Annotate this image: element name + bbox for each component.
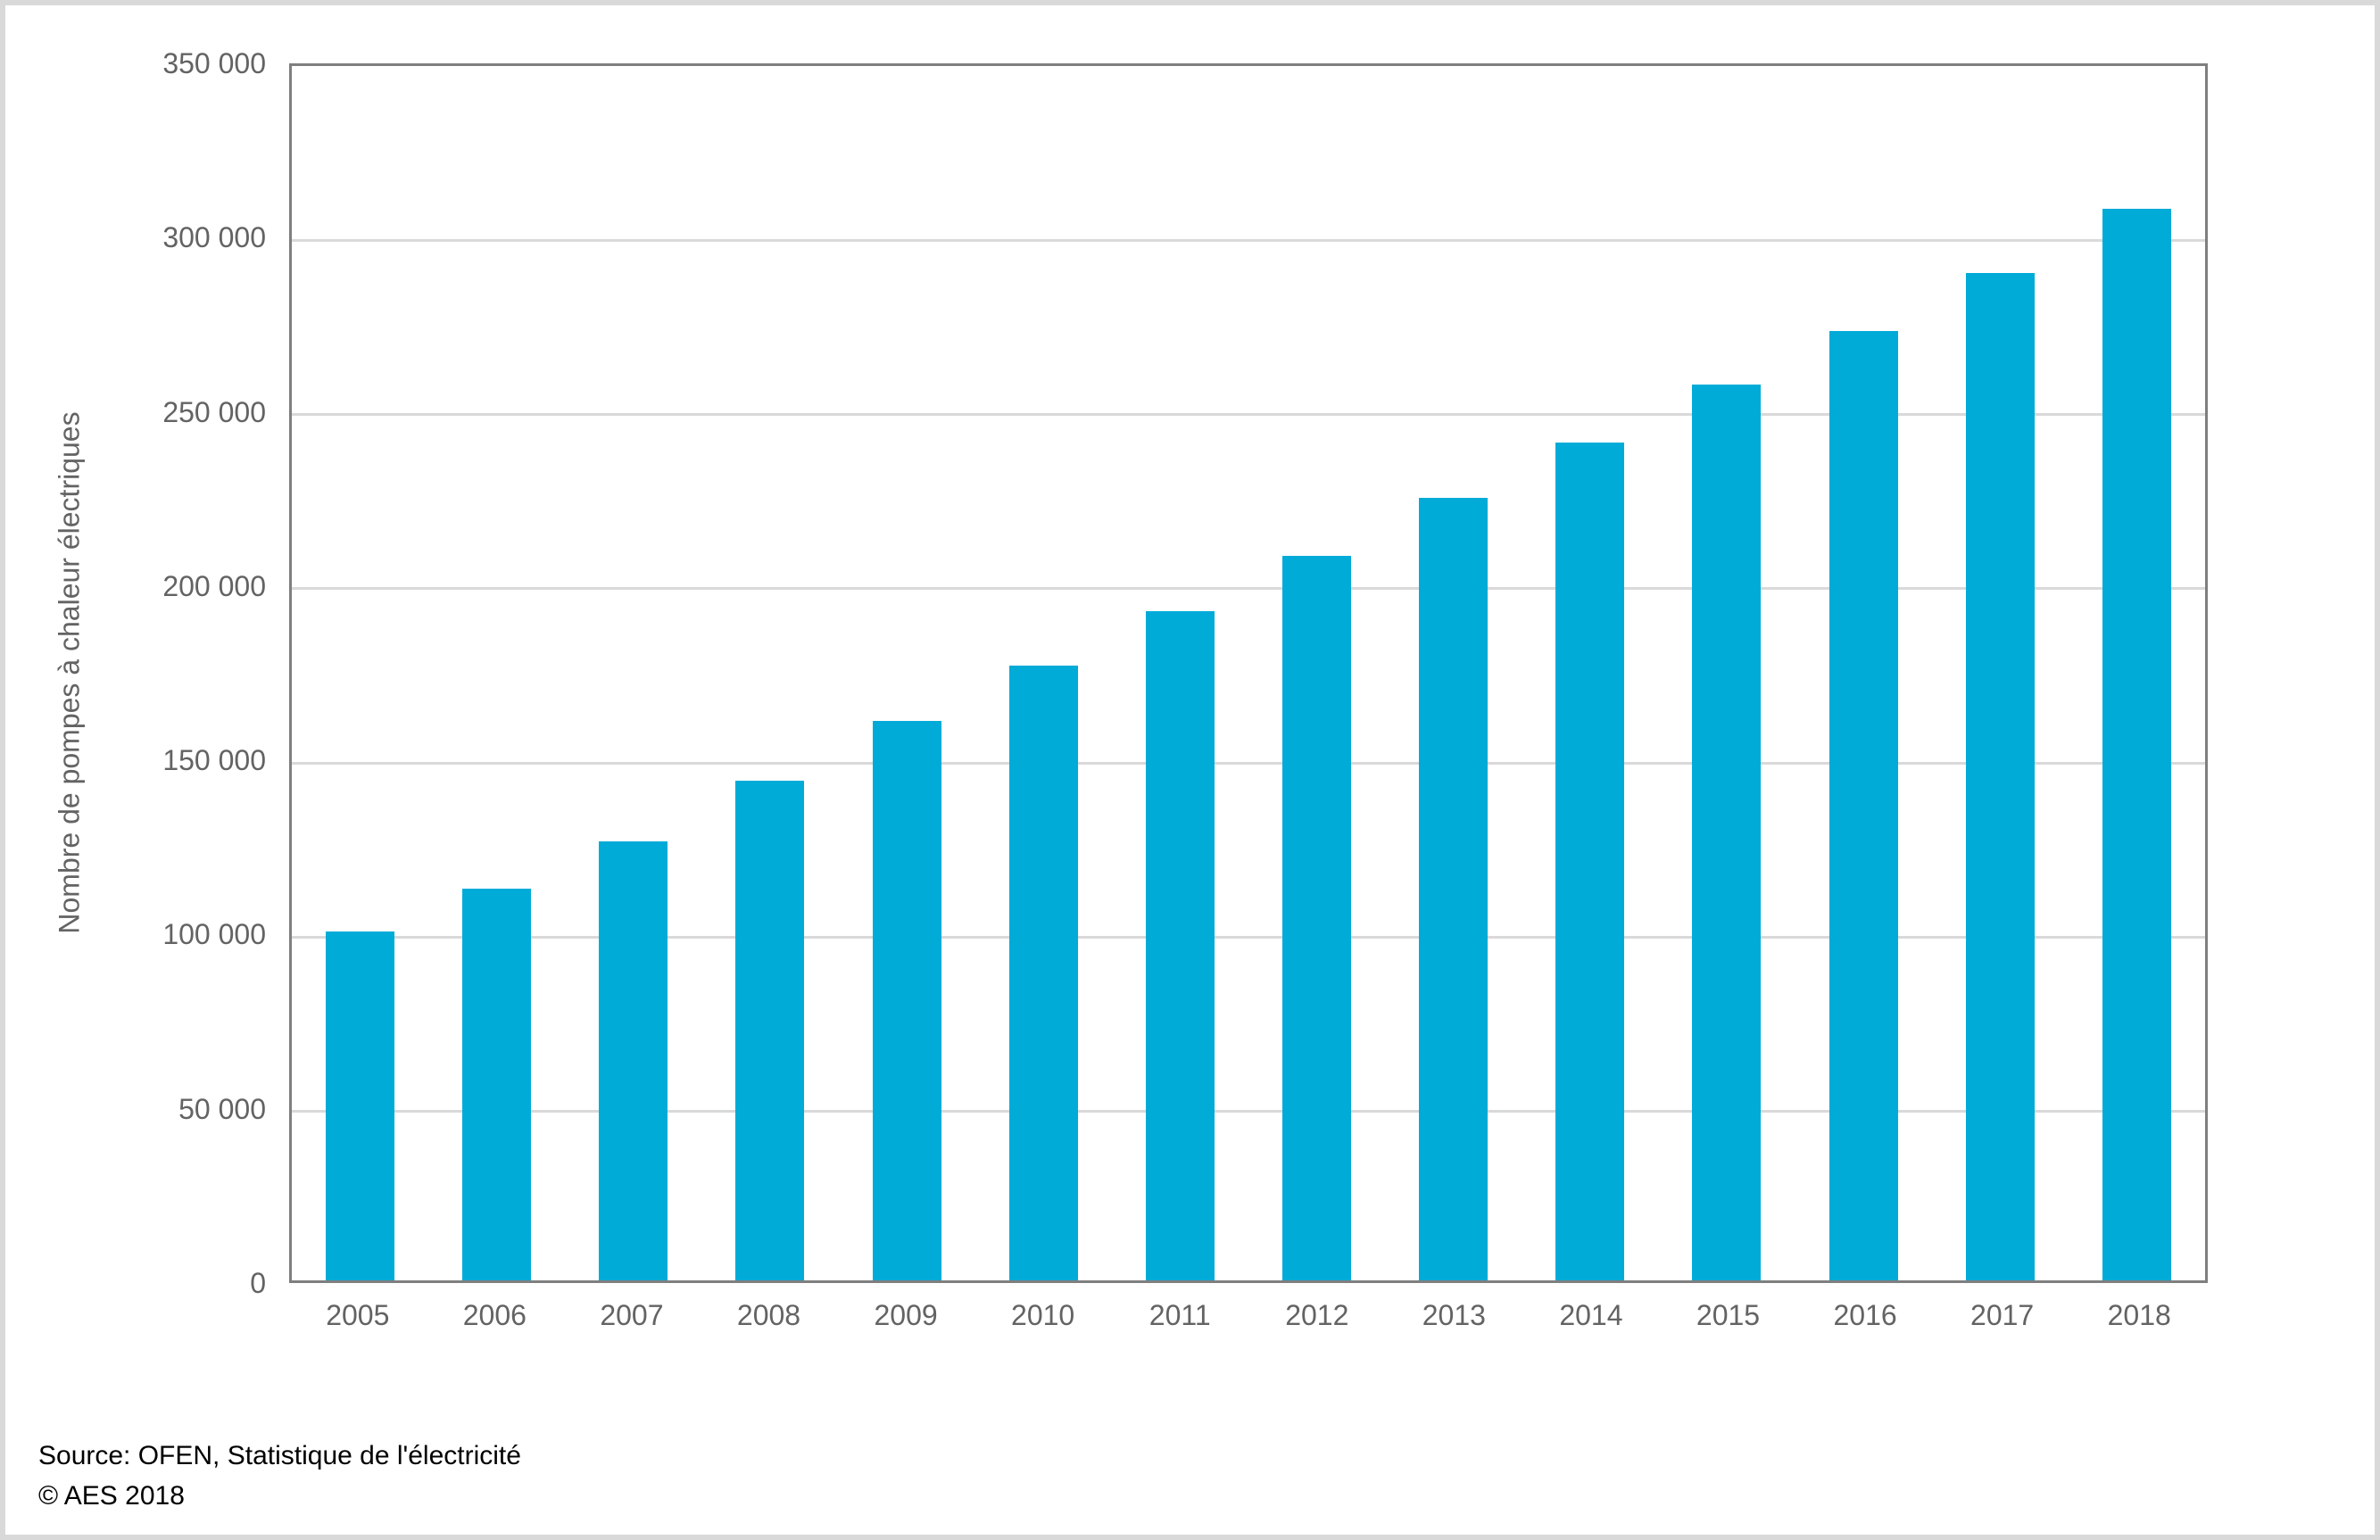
bar-slot [1658,66,1795,1280]
x-tick-label: 2008 [736,1299,801,1331]
bar-2008 [735,780,805,1280]
bar-slot [975,66,1112,1280]
bar-slot [428,66,565,1280]
bar-2018 [2102,209,2171,1280]
gridline [292,238,2205,242]
bar-2011 [1145,611,1215,1280]
y-tick-label: 50 000 [178,1092,266,1125]
bar-2006 [462,888,532,1280]
copyright-text: © AES 2018 [38,1481,185,1511]
bar-slot [2069,66,2205,1280]
bar-slot [1932,66,2069,1280]
bar-2005 [326,931,395,1280]
x-tick-label: 2007 [600,1299,664,1331]
bar-2009 [872,721,941,1280]
bar-slot [1112,66,1248,1280]
x-tick-label: 2016 [1833,1299,1897,1331]
x-tick-label: 2014 [1559,1299,1623,1331]
bar-slot [1795,66,1932,1280]
gridline [292,587,2205,591]
plot-area [289,63,2208,1283]
x-tick-label: 2006 [462,1299,527,1331]
bar-2012 [1282,555,1352,1280]
bar-slot [701,66,838,1280]
bar-2016 [1829,330,1898,1280]
bars-group [292,66,2205,1280]
y-tick-label: 150 000 [162,744,266,777]
x-tick-label: 2005 [326,1299,390,1331]
x-tick-label: 2011 [1149,1299,1211,1331]
bar-2010 [1008,665,1078,1280]
bar-slot [839,66,975,1280]
source-text: Source: OFEN, Statistique de l'électrici… [38,1441,521,1470]
gridline [292,1110,2205,1114]
bar-2017 [1965,273,2035,1280]
bar-slot [1385,66,1522,1280]
y-tick-label: 0 [250,1267,266,1299]
bar-slot [1248,66,1385,1280]
bar-slot [1522,66,1658,1280]
bar-2013 [1419,498,1489,1280]
x-tick-label: 2017 [1970,1299,2035,1331]
gridline [292,761,2205,765]
y-tick-label: 200 000 [162,569,266,602]
source-note: Source: OFEN, Statistique de l'électrici… [38,1436,521,1516]
bar-2007 [599,840,668,1280]
bar-slot [565,66,701,1280]
bar-2014 [1555,442,1625,1280]
y-tick-label: 300 000 [162,221,266,254]
bar-slot [292,66,428,1280]
gridline [292,413,2205,417]
x-tick-label: 2010 [1011,1299,1075,1331]
y-tick-label: 100 000 [162,918,266,951]
x-tick-label: 2018 [2107,1299,2171,1331]
y-tick-label: 250 000 [162,395,266,428]
bar-2015 [1692,385,1762,1280]
y-tick-label: 350 000 [162,47,266,79]
x-tick-label: 2012 [1285,1299,1349,1331]
x-tick-label: 2015 [1696,1299,1761,1331]
gridline [292,935,2205,939]
x-tick-label: 2009 [874,1299,938,1331]
x-tick-label: 2013 [1422,1299,1486,1331]
y-axis-title: Nombre de pompes à chaleur électriques [53,411,86,934]
